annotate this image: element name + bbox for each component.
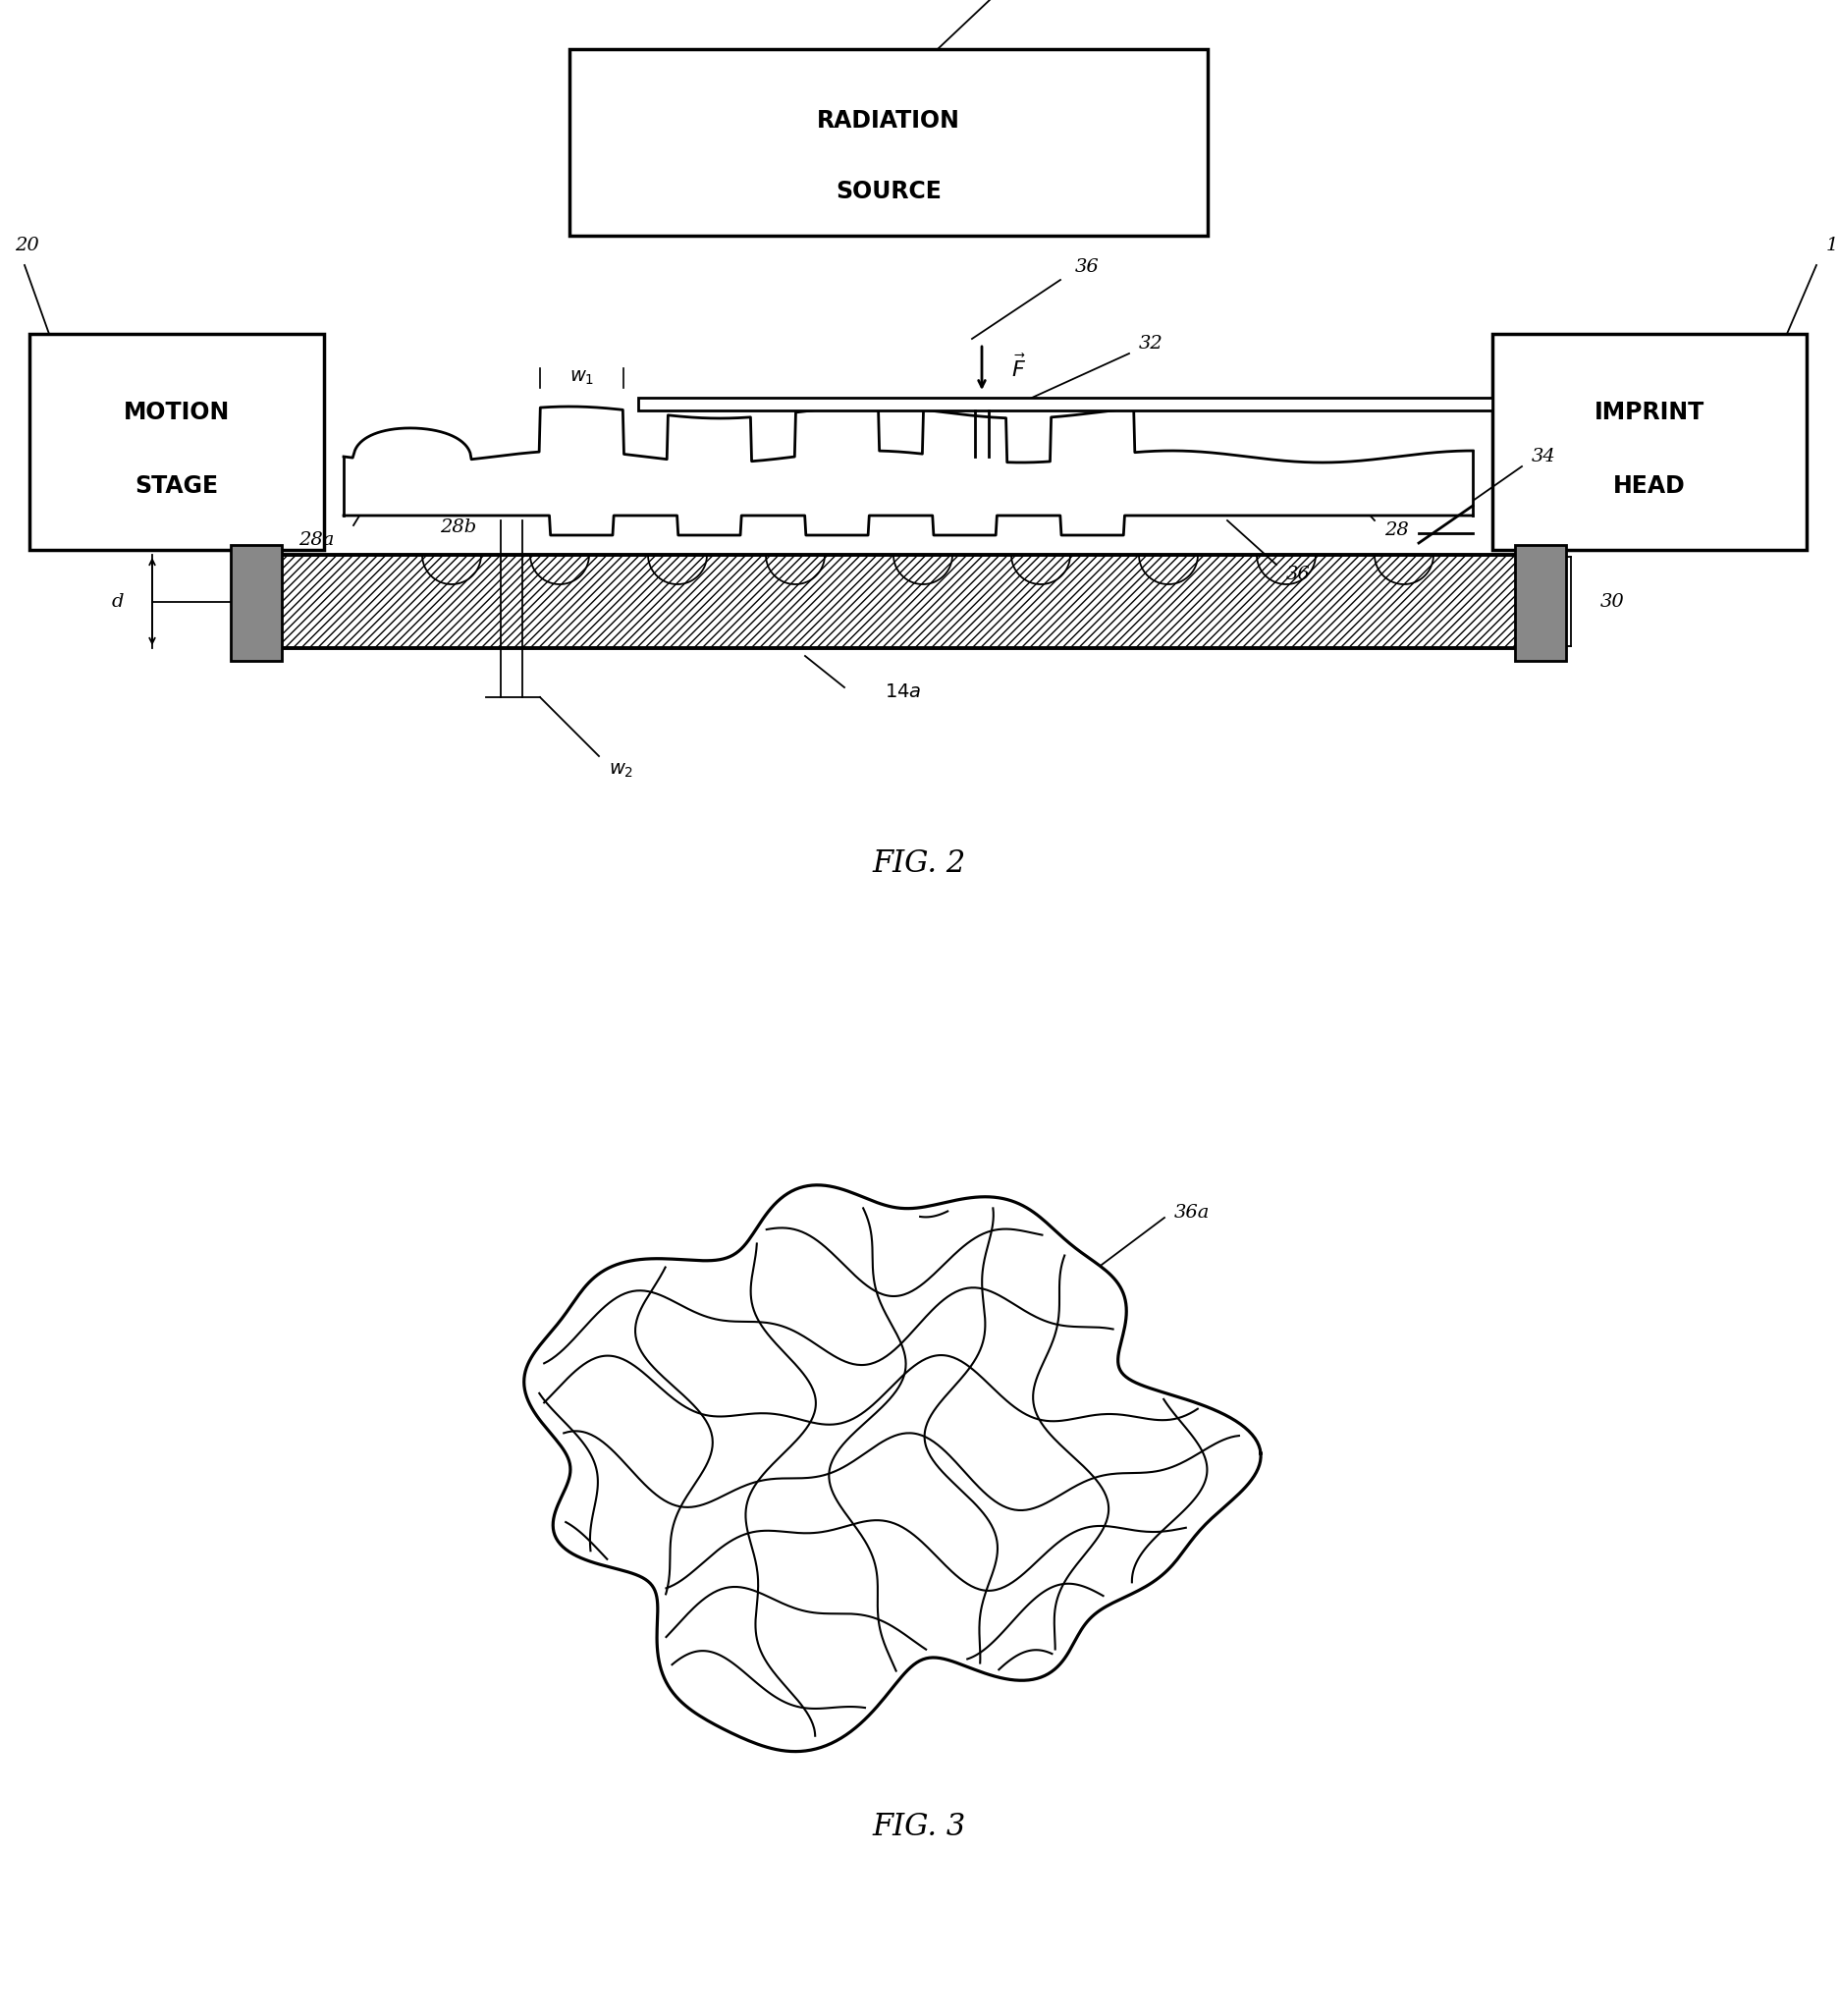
Text: 36a: 36a (1174, 1204, 1209, 1222)
Text: 20: 20 (15, 236, 39, 254)
Text: FIG. 3: FIG. 3 (873, 1810, 965, 1843)
Text: 28a: 28a (298, 532, 335, 548)
Text: $\vec{F}$: $\vec{F}$ (1011, 355, 1026, 381)
Bar (1515, 544, 1566, 661)
Text: $14a$: $14a$ (884, 683, 921, 702)
Text: 28b: 28b (439, 518, 476, 536)
Bar (638, 397, 1492, 411)
Bar (232, 544, 281, 661)
Bar (279, 554, 1516, 647)
Text: 28: 28 (1384, 522, 1408, 538)
Text: d: d (112, 593, 123, 611)
Text: SOURCE: SOURCE (836, 179, 941, 204)
Polygon shape (524, 1185, 1261, 1752)
Text: 32: 32 (1140, 335, 1163, 353)
Text: MOTION: MOTION (123, 401, 230, 423)
Text: 36: 36 (1287, 566, 1310, 583)
Text: $w_2$: $w_2$ (608, 762, 634, 780)
Bar (1492, 335, 1807, 550)
Polygon shape (344, 407, 1472, 534)
Text: HEAD: HEAD (1614, 474, 1685, 498)
Bar (29, 335, 323, 550)
Bar (570, 48, 1208, 236)
Text: FIG. 2: FIG. 2 (873, 849, 965, 879)
Text: 36: 36 (1075, 258, 1099, 276)
Text: 34: 34 (1531, 448, 1557, 466)
Text: IMPRINT: IMPRINT (1594, 401, 1704, 423)
Text: 18: 18 (1827, 236, 1838, 254)
Text: STAGE: STAGE (134, 474, 219, 498)
Text: RADIATION: RADIATION (816, 109, 959, 133)
Text: $w_1$: $w_1$ (570, 369, 594, 387)
Text: 30: 30 (1601, 593, 1625, 611)
